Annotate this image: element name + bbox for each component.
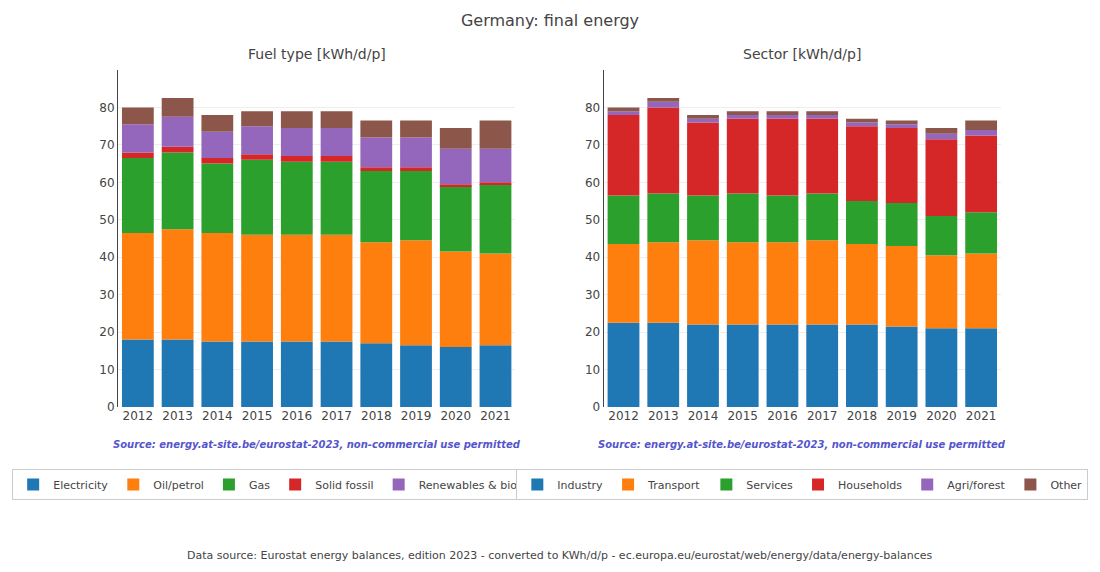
svg-text:Germany: final energy: Germany: final energy [461,11,639,30]
svg-text:Transport: Transport [647,479,700,492]
svg-text:Agri/forest: Agri/forest [947,479,1005,492]
svg-text:Source: energy.at-site.be/euro: Source: energy.at-site.be/eurostat-2023,… [598,439,1006,450]
svg-text:80: 80 [99,101,114,115]
svg-text:Gas: Gas [249,479,270,492]
svg-text:10: 10 [585,363,600,377]
svg-text:40: 40 [99,250,114,264]
svg-text:2018: 2018 [847,409,878,423]
svg-text:10: 10 [99,363,114,377]
svg-text:60: 60 [99,176,114,190]
svg-text:2019: 2019 [401,409,432,423]
svg-text:Services: Services [746,479,793,492]
svg-text:2021: 2021 [480,409,511,423]
svg-text:2013: 2013 [648,409,679,423]
svg-text:Solid fossil: Solid fossil [315,479,373,492]
svg-text:2015: 2015 [727,409,758,423]
svg-text:0: 0 [107,400,115,414]
svg-text:70: 70 [99,138,114,152]
svg-text:2021: 2021 [966,409,997,423]
svg-text:2012: 2012 [608,409,639,423]
svg-text:2012: 2012 [123,409,154,423]
svg-text:30: 30 [585,288,600,302]
svg-text:Electricity: Electricity [53,479,108,492]
svg-text:Data source: Eurostat energy b: Data source: Eurostat energy balances, e… [187,549,933,562]
svg-text:50: 50 [99,213,114,227]
svg-text:30: 30 [99,288,114,302]
svg-text:50: 50 [585,213,600,227]
svg-text:60: 60 [585,176,600,190]
svg-text:2017: 2017 [321,409,352,423]
svg-text:2019: 2019 [886,409,917,423]
svg-text:Households: Households [838,479,902,492]
svg-text:70: 70 [585,138,600,152]
svg-text:2020: 2020 [926,409,957,423]
svg-text:20: 20 [99,325,114,339]
svg-text:2014: 2014 [202,409,233,423]
svg-text:Source: energy.at-site.be/euro: Source: energy.at-site.be/eurostat-2023,… [113,439,521,450]
svg-text:Fuel type [kWh/d/p]: Fuel type [kWh/d/p] [248,46,386,62]
svg-text:2015: 2015 [242,409,273,423]
svg-text:20: 20 [585,325,600,339]
svg-text:Other: Other [1050,479,1082,492]
svg-text:Industry: Industry [557,479,603,492]
svg-text:Sector [kWh/d/p]: Sector [kWh/d/p] [743,46,861,62]
svg-text:Renewables & biofuel: Renewables & biofuel [418,478,538,492]
svg-text:2013: 2013 [162,409,193,423]
svg-text:40: 40 [585,250,600,264]
svg-text:2018: 2018 [361,409,392,423]
svg-text:80: 80 [585,101,600,115]
svg-text:2016: 2016 [767,409,798,423]
svg-text:2017: 2017 [807,409,838,423]
svg-text:2020: 2020 [440,409,471,423]
svg-text:Oil/petrol: Oil/petrol [153,479,204,492]
svg-text:2014: 2014 [688,409,719,423]
svg-text:0: 0 [593,400,601,414]
svg-text:2016: 2016 [282,409,313,423]
